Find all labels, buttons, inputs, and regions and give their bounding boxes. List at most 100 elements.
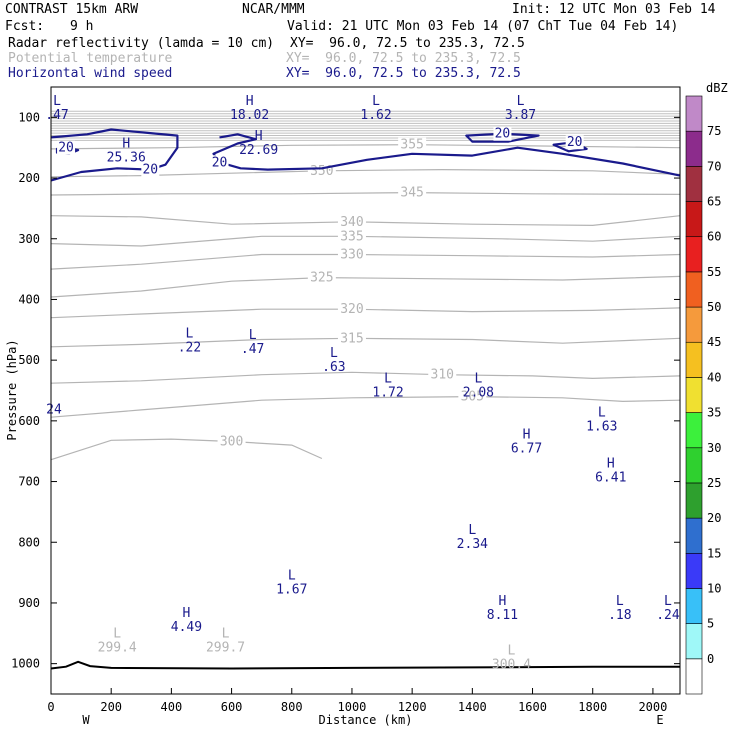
theta-contour-label: 345 [400, 186, 423, 201]
wind-label-bg [141, 162, 160, 177]
wind-extremum-letter: L [53, 94, 61, 109]
wind-contour-label: 20 [58, 141, 74, 156]
x-tick-label: 1400 [458, 700, 487, 714]
colorbar-label: 70 [707, 159, 721, 173]
x-tick-label: 1600 [518, 700, 547, 714]
field-xy-reflectivity: XY= 96.0, 72.5 to 235.3, 72.5 [290, 36, 525, 51]
x-tick-label: 1800 [578, 700, 607, 714]
colorbar-label: 65 [707, 195, 721, 209]
colorbar-swatch [685, 236, 703, 273]
field-name-theta: Potential temperature [8, 51, 173, 66]
wind-extremum-letter: L [330, 346, 338, 361]
field-xy-theta: XY= 96.0, 72.5 to 235.3, 72.5 [286, 51, 521, 66]
theta-contour-label: 335 [340, 229, 363, 244]
y-tick-label: 100 [18, 110, 40, 124]
wind-contour-label: 20 [212, 155, 228, 170]
wind-extremum-letter: H [122, 137, 130, 152]
wind-contour-20 [212, 133, 681, 177]
wind-extremum-letter: L [372, 94, 380, 109]
wind-label-bg [565, 135, 584, 150]
theta-contour-label: 315 [340, 331, 363, 346]
y-tick-label: 900 [18, 596, 40, 610]
reflectivity-colorbar: 0 5 10 15 20 25 30 35 40 45 50 55 60 65 70 75 dBZ [685, 81, 728, 695]
theta-extremum-letter: L [113, 627, 121, 642]
wind-extremum-letter: L [474, 372, 482, 387]
x-axis-title: Distance (km) [319, 713, 413, 727]
colorbar-label: 50 [707, 300, 721, 314]
y-tick-label: 400 [18, 292, 40, 306]
theta-contour-325 [50, 275, 681, 298]
colorbar-label: 5 [707, 617, 714, 631]
colorbar-swatch [685, 95, 703, 132]
colorbar-label: 0 [707, 652, 714, 666]
wind-extremum-value: 8.11 [487, 608, 518, 623]
theta-contour-label: 330 [340, 248, 363, 263]
theta-label-bg [398, 185, 427, 200]
y-tick-label: 800 [18, 535, 40, 549]
theta-contour-300 [50, 438, 323, 461]
wind-extremum-value: .22 [178, 341, 201, 356]
y-axis-title: Pressure (hPa) [5, 339, 19, 440]
plot-border [50, 86, 681, 695]
colorbar-label: 35 [707, 406, 721, 420]
colorbar-unit: dBZ [706, 81, 728, 95]
wind-extremum-value: 18.02 [230, 108, 269, 123]
theta-label-bg [337, 331, 366, 346]
colorbar-label: 20 [707, 511, 721, 525]
wind-extremum-value: .18 [608, 608, 631, 623]
theta-label-bg [337, 229, 366, 244]
wind-label-bg [57, 140, 76, 155]
terrain-line [50, 660, 680, 670]
wind-extremum-value: 3.87 [505, 108, 536, 123]
x-tick-label: 1000 [338, 700, 367, 714]
y-tick-label: 700 [18, 475, 40, 489]
terrain-surface [50, 660, 680, 670]
field-xy-wind: XY= 96.0, 72.5 to 235.3, 72.5 [286, 66, 521, 81]
colorbar-swatch [685, 130, 703, 167]
wind-extremum-letter: L [616, 594, 624, 609]
x-tick-label: 800 [281, 700, 303, 714]
colorbar-swatch [685, 658, 703, 695]
theta-label-bg [428, 367, 457, 382]
wind-extremum-value: 24 [46, 403, 62, 418]
wind-extremum-value: 2.08 [463, 386, 494, 401]
colorbar-swatch [685, 166, 703, 202]
colorbar-swatch [685, 412, 703, 449]
wind-extremum-value: 6.41 [595, 471, 626, 486]
wind-extremum-value: 6.77 [511, 441, 542, 456]
colorbar-label: 15 [707, 546, 721, 560]
x-tick-label: 600 [221, 700, 243, 714]
theta-label-bg [398, 137, 427, 152]
wind-extremum-value: .24 [656, 608, 680, 623]
wind-extremum-value: 2.34 [457, 537, 488, 552]
theta-label-bg [337, 302, 366, 317]
colorbar-swatch [685, 517, 703, 554]
theta-contour-310 [50, 371, 681, 384]
theta-contour-305 [50, 395, 681, 418]
colorbar-label: 40 [707, 370, 721, 384]
wind-extremum-letter: L [249, 328, 257, 343]
colorbar-label: 55 [707, 265, 721, 279]
wind-extremum-letter: H [246, 94, 254, 109]
wind-extremum-letter: H [255, 129, 263, 144]
theta-extremum-value: 299.7 [206, 641, 245, 656]
colorbar-label: 10 [707, 581, 721, 595]
theta-extremum-value: 300.4 [492, 658, 531, 673]
colorbar-label: 30 [707, 441, 721, 455]
wind-extremum-value: .47 [45, 108, 68, 123]
colorbar-label: 75 [707, 124, 721, 138]
wind-label-bg [493, 126, 512, 141]
theta-label-bg [458, 389, 487, 404]
institution-label: NCAR/MMM [242, 2, 305, 17]
colorbar-label: 45 [707, 335, 721, 349]
wind-extremum-value: 25.36 [107, 151, 146, 166]
wind-extremum-value: .63 [322, 360, 345, 375]
field-name-reflectivity: Radar reflectivity (lamda = 10 cm) [8, 36, 275, 51]
forecast-hour: 9 h [70, 19, 94, 34]
theta-extremum-letter: L [508, 644, 516, 659]
wind-contour-label: 20 [567, 135, 583, 150]
theta-label-bg [337, 247, 366, 262]
wind-extremum-letter: H [499, 594, 507, 609]
wind-extremum-value: 1.72 [372, 386, 403, 401]
y-tick-label: 300 [18, 232, 40, 246]
